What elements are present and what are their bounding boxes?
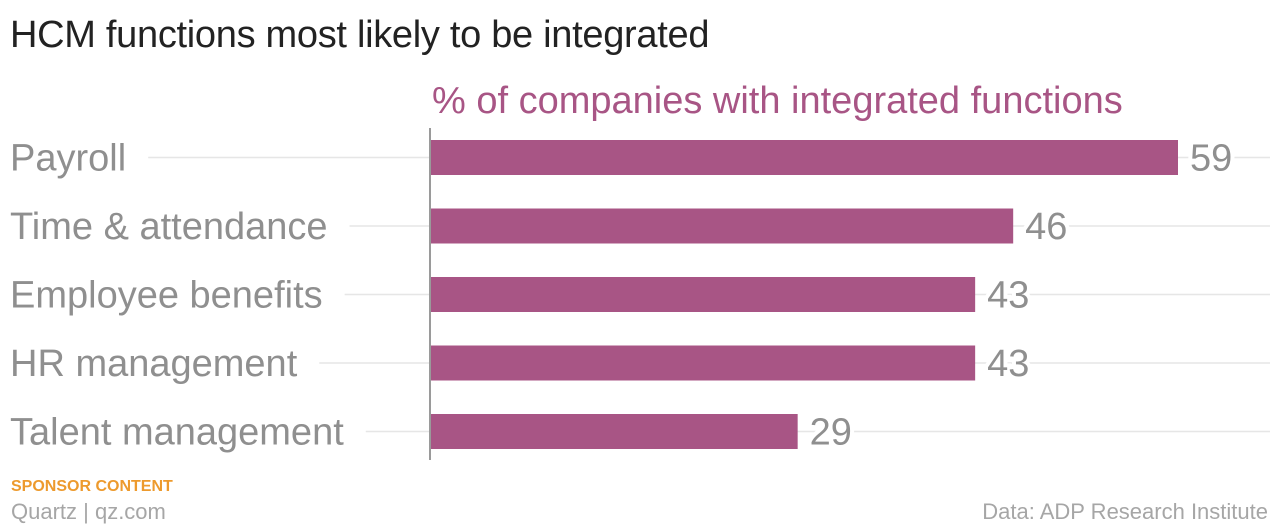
data-source: Data: ADP Research Institute [982,499,1268,524]
bar [430,208,1014,244]
bar [430,277,976,312]
category-label: HR management [10,343,298,385]
category-label: Talent management [10,412,344,454]
category-label: Time & attendance [10,206,328,248]
bar [430,140,1178,175]
chart-title: HCM functions most likely to be integrat… [10,14,710,56]
chart-subtitle: % of companies with integrated functions [432,80,1123,122]
data-label: 29 [810,412,852,454]
data-label: 43 [987,343,1029,385]
brand-credit: Quartz | qz.com [11,499,166,524]
bar [430,345,976,381]
category-label: Employee benefits [10,275,323,317]
data-label: 59 [1190,138,1232,180]
bar [430,414,798,449]
data-label: 43 [987,275,1029,317]
category-label: Payroll [10,138,126,180]
data-label: 46 [1025,206,1067,248]
sponsor-label: SPONSOR CONTENT [11,478,173,495]
